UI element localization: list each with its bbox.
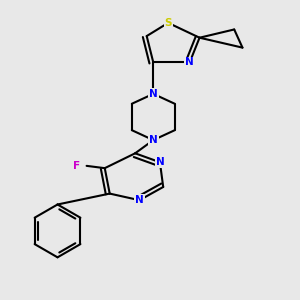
Text: N: N [155,157,164,167]
Text: S: S [164,18,172,28]
Text: N: N [149,135,158,145]
Text: F: F [73,161,80,171]
Text: N: N [135,195,144,205]
Text: N: N [149,89,158,99]
Text: N: N [185,58,194,68]
